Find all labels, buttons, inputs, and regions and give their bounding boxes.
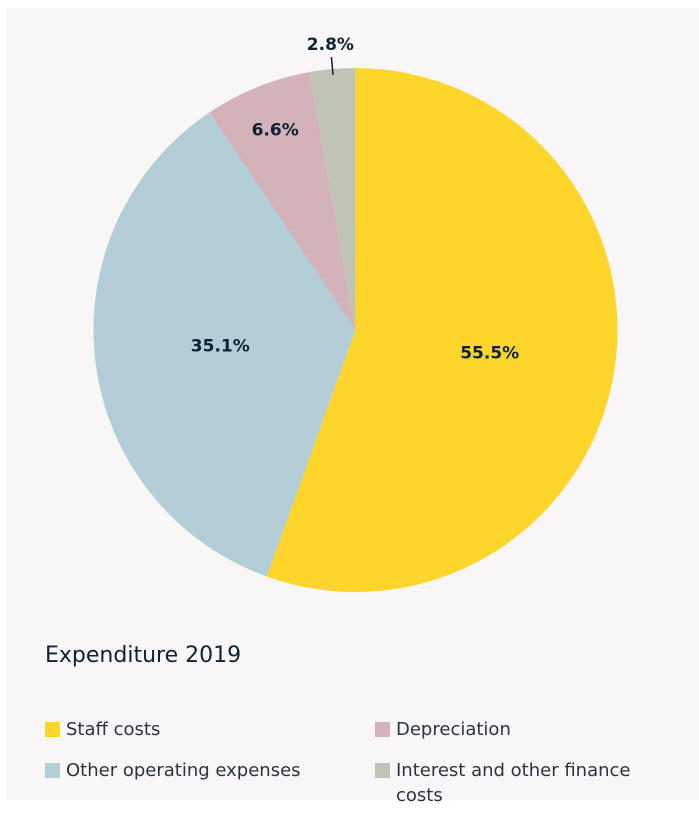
legend: Staff costs Other operating expenses Depre…: [45, 717, 665, 808]
legend-swatch: [375, 763, 390, 778]
legend-label: Staff costs: [66, 719, 161, 740]
leader-line: [330, 56, 334, 76]
value-label: 6.6%: [252, 121, 299, 141]
pie-slice: [93, 112, 356, 577]
legend-item: Interest and other finance costs: [375, 758, 635, 808]
chart-title: Expenditure 2019: [45, 643, 242, 668]
legend-swatch: [45, 722, 60, 737]
legend-label: Other operating expenses: [66, 760, 301, 781]
legend-label: Depreciation: [396, 719, 511, 740]
pie-slice: [309, 68, 356, 330]
pie-slice: [209, 72, 356, 331]
pie-slice: [266, 68, 618, 592]
value-label: 35.1%: [191, 337, 250, 357]
legend-item: Depreciation: [375, 717, 635, 742]
legend-swatch: [45, 763, 60, 778]
value-label: 2.8%: [307, 35, 354, 55]
value-label: 55.5%: [460, 343, 519, 363]
legend-item: Other operating expenses: [45, 758, 375, 808]
legend-swatch: [375, 722, 390, 737]
legend-label: Interest and other finance costs: [396, 760, 631, 806]
legend-item: Staff costs: [45, 717, 375, 742]
